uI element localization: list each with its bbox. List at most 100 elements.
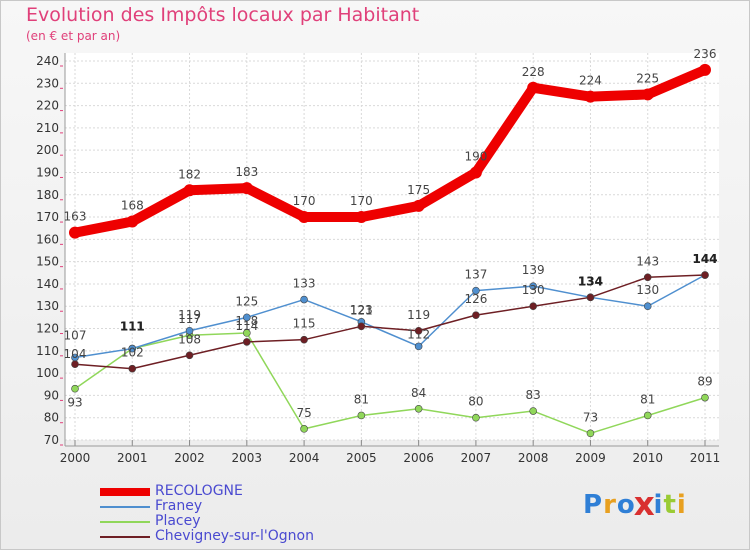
- y-tick-label: 200: [36, 143, 59, 157]
- data-label: 224: [579, 74, 602, 88]
- y-tick-label: 70: [44, 433, 59, 447]
- legend-label: RECOLOGNE: [155, 483, 243, 499]
- data-label: 117: [178, 312, 201, 326]
- data-point: [300, 335, 308, 344]
- data-label: 89: [697, 375, 712, 389]
- chart-title: Evolution des Impôts locaux par Habitant: [26, 4, 420, 26]
- series-line-recologne: [70, 64, 710, 238]
- y-tick-label: 230: [36, 76, 59, 90]
- plot-area: [65, 53, 719, 440]
- data-label: 170: [350, 194, 373, 208]
- data-point: [584, 90, 597, 103]
- data-point: [185, 351, 194, 360]
- x-tick-label: 2004: [289, 451, 320, 465]
- y-tick-label: 220: [36, 99, 59, 113]
- data-label: 130: [522, 283, 545, 297]
- data-point: [412, 199, 425, 212]
- y-tick-label: 150: [36, 255, 59, 269]
- logo-letter: r: [603, 490, 617, 520]
- logo-letter: x: [633, 486, 656, 524]
- series-line-franey: [74, 274, 706, 359]
- data-point: [128, 364, 137, 373]
- series-line-chevigney-sur-l-ognon: [74, 274, 706, 370]
- x-tick-label: 2005: [346, 451, 377, 465]
- x-tick-label: 2008: [518, 451, 549, 465]
- y-tick-label: 210: [36, 121, 59, 135]
- data-point: [643, 411, 652, 420]
- data-label: 183: [235, 165, 258, 179]
- data-point: [300, 295, 308, 304]
- x-tick-label: 2009: [575, 451, 606, 465]
- data-label: 228: [522, 65, 545, 79]
- data-label: 144: [692, 252, 717, 266]
- data-point: [472, 311, 480, 319]
- data-point: [357, 322, 366, 331]
- data-label: 121: [350, 303, 373, 317]
- data-point: [472, 413, 480, 422]
- data-label: 133: [293, 277, 316, 291]
- data-point: [243, 338, 251, 346]
- data-point: [69, 226, 81, 239]
- x-tick-label: 2007: [461, 451, 492, 465]
- data-label: 111: [121, 320, 144, 334]
- legend-item: Chevigney-sur-l'Ognon: [100, 529, 314, 544]
- data-label: 75: [296, 406, 311, 420]
- data-point: [643, 273, 652, 282]
- data-label: 104: [64, 347, 87, 361]
- data-point: [240, 182, 253, 195]
- legend-label: Placey: [155, 513, 201, 529]
- data-label: 163: [64, 210, 87, 224]
- data-label: 144: [692, 252, 717, 266]
- data-point: [472, 286, 480, 295]
- data-point: [355, 211, 368, 224]
- y-tick-label: 140: [36, 277, 59, 291]
- data-point: [126, 215, 139, 228]
- data-point: [527, 81, 540, 94]
- legend-item: RECOLOGNE: [100, 484, 314, 499]
- proxiti-logo: Proxiti: [583, 486, 687, 524]
- data-point: [71, 384, 79, 393]
- y-tick-label: 90: [44, 388, 59, 402]
- x-tick-label: 2006: [403, 451, 434, 465]
- data-point: [243, 313, 251, 322]
- data-label: 126: [464, 292, 487, 306]
- legend-swatch: [100, 535, 150, 538]
- legend-label: Chevigney-sur-l'Ognon: [155, 528, 314, 544]
- data-point: [586, 293, 595, 302]
- data-point: [699, 63, 711, 76]
- logo-letter: o: [616, 490, 636, 520]
- y-tick-label: 190: [36, 165, 59, 179]
- data-label: 102: [121, 346, 144, 360]
- x-tick-label: 2001: [117, 451, 148, 465]
- data-point: [414, 404, 423, 413]
- data-label: 134: [578, 274, 603, 288]
- data-label: 168: [121, 199, 144, 213]
- data-label: 73: [583, 410, 598, 424]
- legend-label: Franey: [155, 498, 203, 514]
- data-label: 83: [526, 388, 541, 402]
- data-point: [300, 425, 308, 433]
- x-tick-label: 2002: [174, 451, 205, 465]
- y-tick-label: 110: [36, 344, 59, 358]
- logo-letter: i: [653, 490, 664, 520]
- y-tick-label: 100: [36, 366, 59, 380]
- y-tick-label: 130: [36, 299, 59, 313]
- data-point: [643, 302, 652, 311]
- legend-item: Franey: [100, 499, 314, 514]
- data-label: 130: [636, 283, 659, 297]
- x-tick-label: 2003: [232, 451, 263, 465]
- data-point: [701, 271, 709, 279]
- data-point: [701, 393, 709, 402]
- legend-swatch: [100, 520, 150, 523]
- data-point: [71, 360, 79, 369]
- data-point: [185, 326, 194, 335]
- data-point: [586, 429, 595, 438]
- data-label: 143: [636, 254, 659, 268]
- data-point: [243, 329, 251, 337]
- legend-swatch: [100, 505, 150, 508]
- data-label: 111: [120, 320, 145, 334]
- data-point: [183, 184, 196, 197]
- data-label: 175: [407, 183, 430, 197]
- data-point: [529, 407, 537, 415]
